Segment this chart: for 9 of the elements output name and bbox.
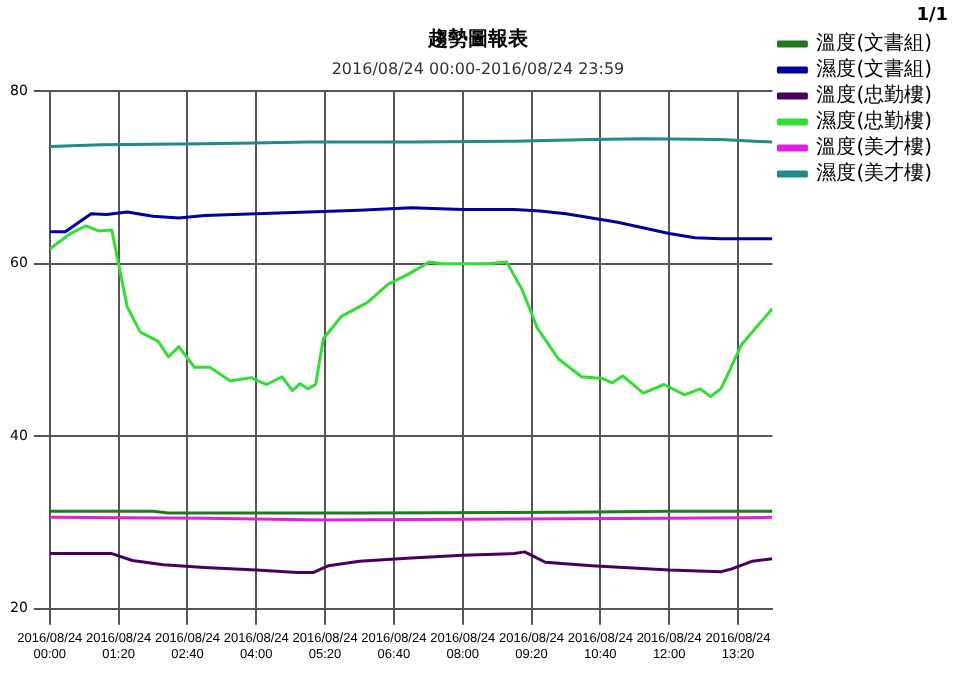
legend-label: 溫度(文書組) xyxy=(816,31,933,56)
legend-label: 濕度(美才樓) xyxy=(816,161,933,186)
chart-subtitle: 2016/08/24 00:00-2016/08/24 23:59 xyxy=(331,59,625,78)
legend-label: 濕度(忠勤樓) xyxy=(816,109,933,134)
legend-label: 溫度(美才樓) xyxy=(816,135,933,160)
text: 1/1 xyxy=(916,6,948,26)
legend-label: 濕度(文書組) xyxy=(816,57,933,82)
chart-title: 趨勢圖報表 xyxy=(426,27,530,52)
legend-label: 溫度(忠勤樓) xyxy=(816,83,933,108)
